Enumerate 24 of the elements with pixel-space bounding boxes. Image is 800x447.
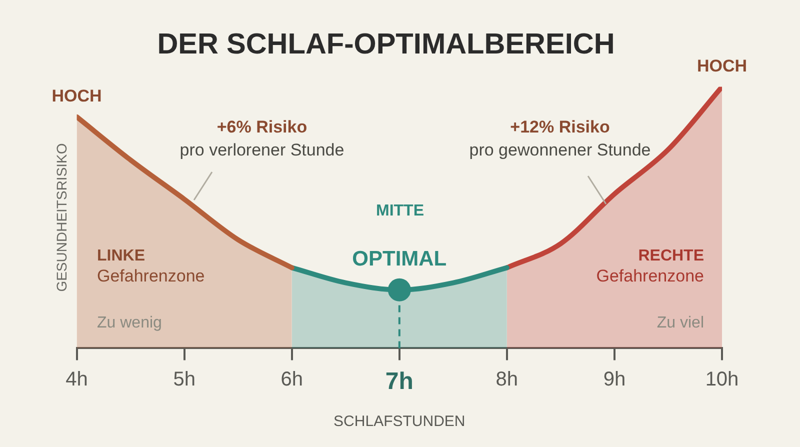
- annotation: Gefahrenzone: [596, 266, 704, 286]
- x-tick-label: 4h: [66, 368, 88, 391]
- x-axis-title: SCHLAFSTUNDEN: [334, 413, 466, 430]
- annotation: Gefahrenzone: [97, 266, 205, 286]
- annotation: pro verlorener Stunde: [180, 140, 344, 160]
- annotation: Zu viel: [656, 314, 704, 332]
- annotation: RECHTE: [638, 247, 704, 264]
- chart-title: DER SCHLAF-OPTIMALBEREICH: [157, 28, 615, 60]
- annotation: LINKE: [97, 247, 146, 264]
- annotation: Zu wenig: [97, 314, 162, 332]
- y-axis-title: GESUNDHEITSRISIKO: [53, 143, 70, 292]
- annotation: HOCH: [52, 86, 102, 106]
- x-tick-label: 6h: [280, 368, 303, 391]
- annotation: +6% Risiko: [216, 118, 308, 137]
- annotation: +12% Risiko: [510, 118, 610, 137]
- annotation: pro gewonnener Stunde: [469, 140, 651, 160]
- x-tick-label: 5h: [173, 368, 196, 391]
- annotation: MITTE: [376, 202, 424, 220]
- x-tick-label: 7h: [385, 368, 414, 396]
- x-tick-label: 8h: [496, 368, 518, 391]
- annotation: HOCH: [696, 56, 748, 76]
- annotation: OPTIMAL: [352, 248, 447, 271]
- x-tick-label: 10h: [705, 368, 739, 391]
- x-tick-label: 9h: [603, 368, 626, 391]
